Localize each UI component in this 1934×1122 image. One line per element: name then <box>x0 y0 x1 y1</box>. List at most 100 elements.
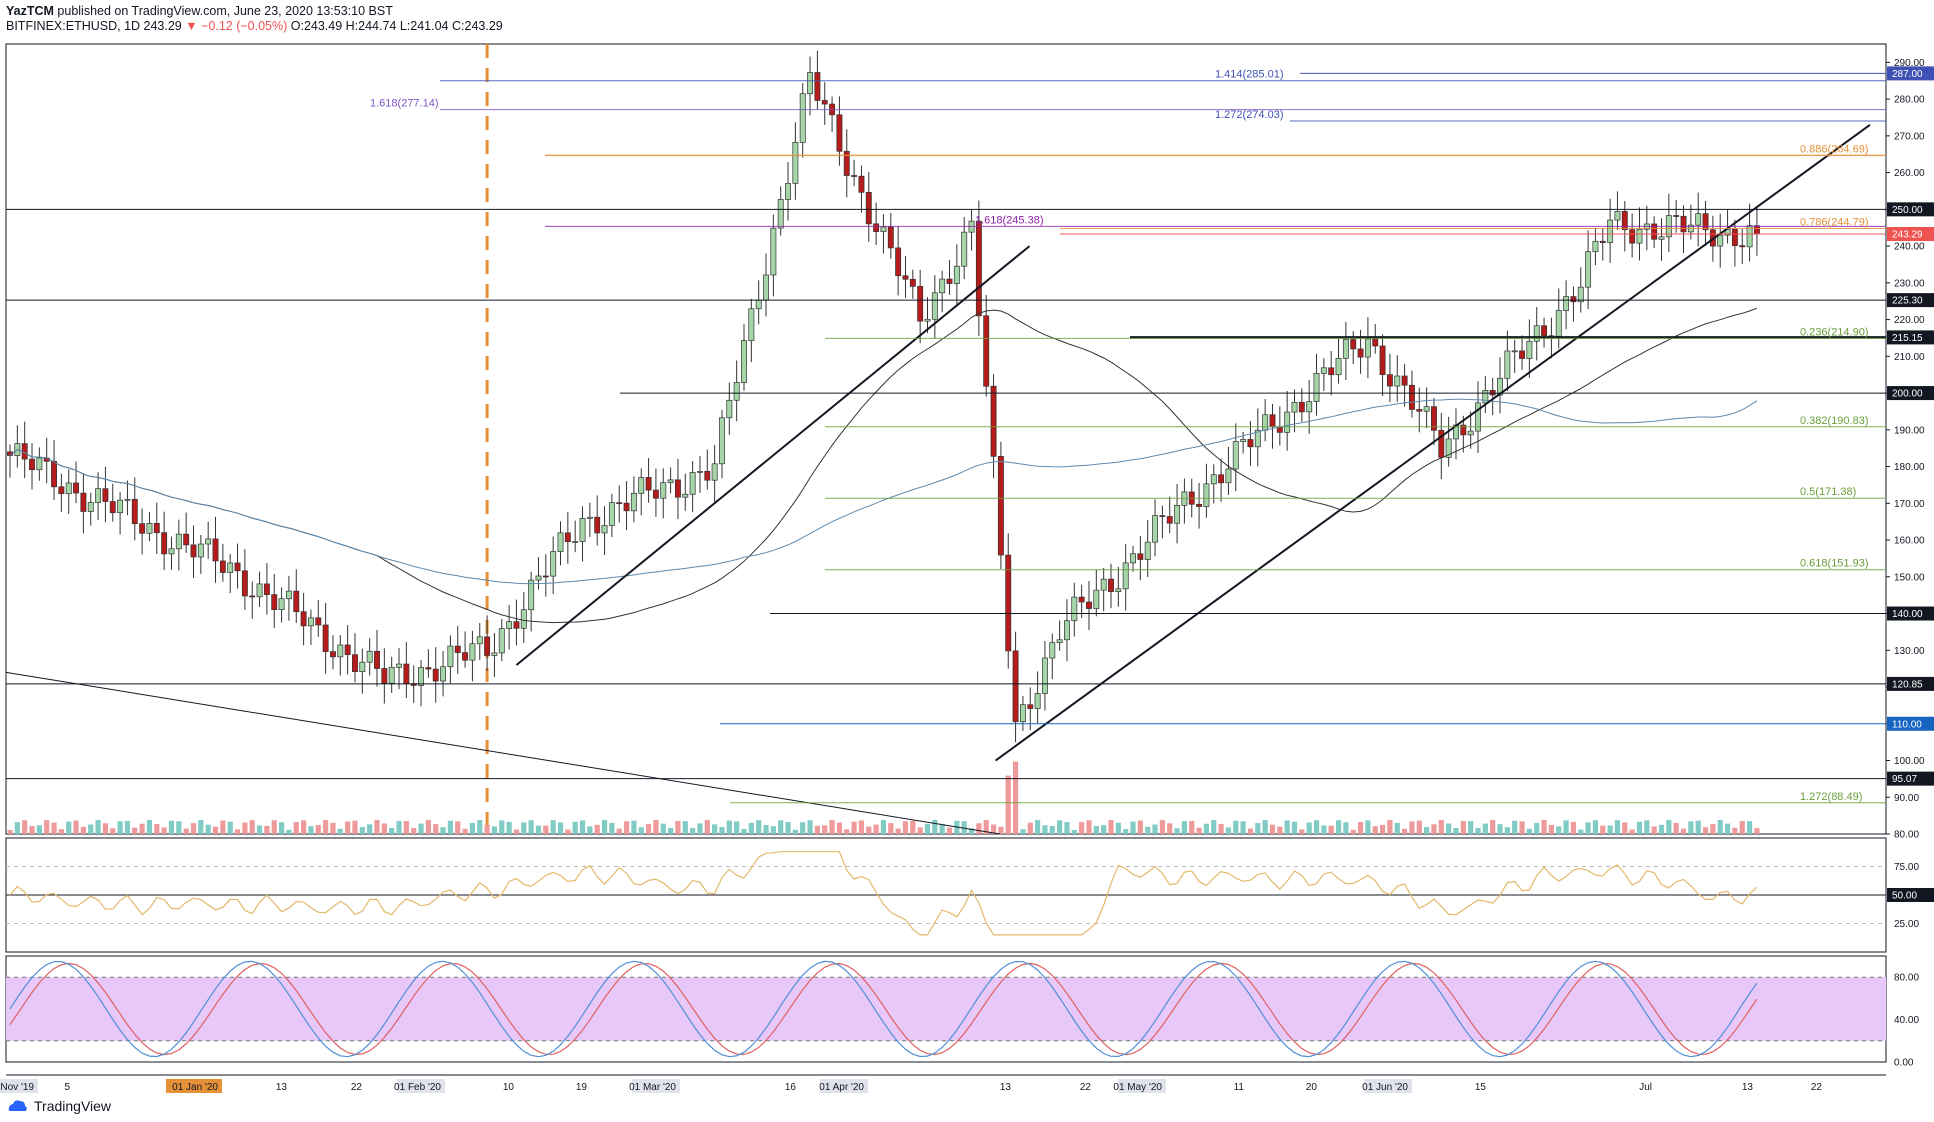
candle-up <box>748 308 755 341</box>
volume-bar <box>161 827 167 834</box>
candle-up <box>807 72 814 95</box>
volume-bar <box>1167 823 1173 834</box>
stoch-k-line <box>9 960 1758 1058</box>
volume-bar <box>946 827 953 834</box>
volume-bar <box>205 824 211 834</box>
candle-down <box>29 458 35 471</box>
author-name[interactable]: YazTCM <box>6 4 54 18</box>
volume-bar <box>675 820 681 834</box>
stoch-tick-label: 40.00 <box>1894 1015 1919 1026</box>
level-label-bg <box>1887 716 1934 731</box>
candle-up <box>168 548 175 555</box>
volume-bar <box>668 827 674 834</box>
stoch-d-line <box>9 962 1758 1056</box>
volume-bar <box>477 820 483 834</box>
candle-up <box>1064 620 1070 641</box>
volume-bar <box>1394 822 1400 834</box>
time-tick-label: 01 Apr '20 <box>819 1082 864 1093</box>
candle-up <box>1041 657 1048 694</box>
candle-up <box>447 645 454 668</box>
candle-down <box>909 278 916 287</box>
candle-up <box>572 541 579 543</box>
time-label-bg <box>397 1079 445 1093</box>
candle-up <box>1232 441 1239 470</box>
candle-up <box>1504 350 1511 379</box>
candle-up <box>1306 401 1313 413</box>
candle-down <box>80 492 87 512</box>
candle-up <box>95 488 102 503</box>
volume-bar <box>623 821 630 834</box>
volume-bar <box>587 826 593 834</box>
volume-bar <box>1600 825 1606 834</box>
volume-bar <box>1688 821 1694 834</box>
time-tick-label: 22 <box>1080 1082 1092 1093</box>
time-tick-label: 19 <box>576 1082 588 1093</box>
volume-bar <box>939 823 945 834</box>
volume-bar <box>286 829 292 834</box>
symbol-name: BITFINEX:ETHUSD, 1D <box>6 19 141 33</box>
volume-bar <box>1328 825 1334 834</box>
price-tick-label: 280.00 <box>1894 95 1925 106</box>
volume-bar <box>389 828 395 834</box>
volume-bar <box>1071 829 1077 834</box>
stoch-band <box>6 977 1886 1041</box>
volume-bar <box>741 828 747 834</box>
volume-bar <box>653 820 659 834</box>
time-tick-label: 10 <box>503 1082 515 1093</box>
volume-bar <box>601 820 608 834</box>
candle-up <box>146 523 153 534</box>
volume-bar <box>1658 824 1665 834</box>
volume-bar <box>1607 825 1613 834</box>
volume-bar <box>609 822 615 834</box>
level-label-bg <box>1887 771 1934 786</box>
candle-up <box>1364 338 1371 358</box>
volume-bar <box>748 822 754 834</box>
volume-bar <box>998 826 1004 834</box>
candle-down <box>315 617 322 626</box>
price-chart[interactable]: 290.00 280.00 270.00 260.00 250.00 240.00 230.… <box>0 0 1934 1095</box>
volume-bar <box>1402 828 1408 834</box>
candle-down <box>330 651 336 658</box>
candle-up <box>388 666 395 684</box>
ohlc-values: O:243.49 H:244.74 L:241.04 C:243.29 <box>290 19 503 33</box>
volume-bar <box>1174 828 1180 834</box>
candle-up <box>1225 468 1232 484</box>
volume-bar <box>1541 820 1547 834</box>
candle-up <box>961 231 968 267</box>
time-tick-label: 01 Nov '19 <box>0 1082 34 1093</box>
volume-bar <box>212 826 219 834</box>
brand-label[interactable]: TradingView <box>34 1098 112 1114</box>
volume-bar <box>1431 824 1437 834</box>
candle-down <box>21 443 28 460</box>
candle-up <box>1475 402 1481 432</box>
rsi-tick-label: 75.00 <box>1894 862 1919 873</box>
volume-bar <box>756 820 762 834</box>
volume-bar <box>734 821 740 834</box>
candle-up <box>1210 474 1217 485</box>
volume-bar <box>374 820 380 834</box>
candle-up <box>1152 515 1158 543</box>
volume-bar <box>1189 820 1195 834</box>
price-tick-label: 100.00 <box>1894 756 1925 767</box>
volume-bar <box>1027 822 1033 834</box>
volume-bar <box>256 825 263 834</box>
candle-up <box>117 499 124 514</box>
volume-bar <box>1548 824 1554 834</box>
volume-bar <box>873 824 879 834</box>
volume-bar <box>154 823 160 834</box>
volume-bar <box>176 821 182 834</box>
volume-bar <box>719 826 725 834</box>
candle-down <box>1159 515 1166 517</box>
volume-bar <box>499 820 505 834</box>
volume-bar <box>1057 820 1063 834</box>
candle-down <box>1629 229 1636 244</box>
volume-bar <box>88 824 94 834</box>
candle-down <box>263 583 270 595</box>
volume-bar <box>521 822 527 834</box>
volume-bar <box>1291 821 1298 834</box>
time-label-bg <box>632 1079 680 1093</box>
volume-bar <box>726 820 732 834</box>
volume-bar <box>785 821 791 834</box>
publish-info: published on TradingView.com, June 23, 2… <box>57 4 393 18</box>
candle-up <box>506 621 513 629</box>
